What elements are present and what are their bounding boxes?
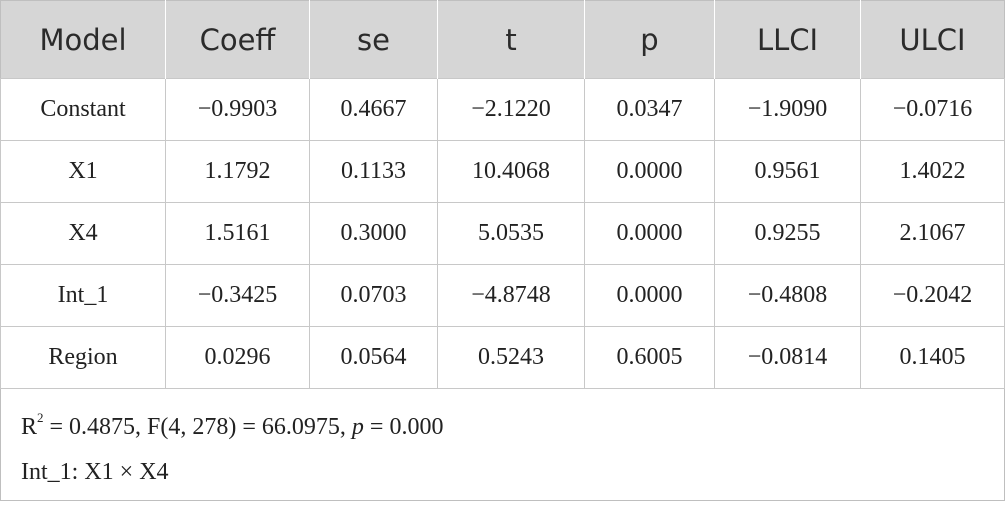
cell: 0.9561 (714, 140, 861, 203)
cell: 0.1133 (309, 140, 438, 203)
footnote-text: Int_1: X1 × X4 (21, 459, 169, 485)
cell: 1.1792 (165, 140, 310, 203)
superscript: 2 (37, 409, 44, 425)
cell: 0.9255 (714, 202, 861, 265)
cell: 0.0000 (584, 202, 715, 265)
column-header: se (309, 0, 438, 79)
cell: 1.5161 (165, 202, 310, 265)
table-row: Int_1 −0.3425 0.0703 −4.8748 0.0000 −0.4808 −0… (0, 264, 1005, 327)
cell: −0.3425 (165, 264, 310, 327)
cell: 0.0703 (309, 264, 438, 327)
row-label: Constant (0, 78, 166, 141)
cell: 2.1067 (860, 202, 1005, 265)
cell: 0.0296 (165, 326, 310, 389)
cell: −0.2042 (860, 264, 1005, 327)
footnote: R2 = 0.4875, F(4, 278) = 66.0975, p = 0.… (1, 389, 1005, 446)
column-header: LLCI (714, 0, 861, 79)
cell: −0.0716 (860, 78, 1005, 141)
cell: −0.4808 (714, 264, 861, 327)
cell: −0.0814 (714, 326, 861, 389)
column-header: Model (0, 0, 166, 79)
cell: −0.9903 (165, 78, 310, 141)
cell: −2.1220 (437, 78, 585, 141)
cell: 1.4022 (860, 140, 1005, 203)
column-header: t (437, 0, 585, 79)
row-label: X1 (0, 140, 166, 203)
row-label: X4 (0, 202, 166, 265)
cell: 0.6005 (584, 326, 715, 389)
note-row: R2 = 0.4875, F(4, 278) = 66.0975, p = 0.… (1, 389, 1005, 446)
row-label: Int_1 (0, 264, 166, 327)
cell: 0.5243 (437, 326, 585, 389)
row-label: Region (0, 326, 166, 389)
column-header: Coeff (165, 0, 310, 79)
cell: 0.0000 (584, 140, 715, 203)
footnote-text: = 0.4875, F(4, 278) = 66.0975, (43, 413, 352, 440)
regression-table: Model Coeff se t p LLCI ULCI Constant −0.9903 0.… (0, 0, 1005, 501)
cell: 0.3000 (309, 202, 438, 265)
column-header: p (584, 0, 715, 79)
cell: 10.4068 (437, 140, 585, 203)
header-row: Model Coeff se t p LLCI ULCI (0, 0, 1005, 79)
note-row: Int_1: X1 × X4 (1, 445, 1005, 501)
table-row: Region 0.0296 0.0564 0.5243 0.6005 −0.0814 0.1… (0, 326, 1005, 389)
cell: 0.1405 (860, 326, 1005, 389)
footnote-text: = 0.000 (363, 413, 444, 440)
table-body: Constant −0.9903 0.4667 −2.1220 0.0347 −1.909… (0, 78, 1005, 501)
footnote-text: p (351, 413, 364, 440)
table-row: X4 1.5161 0.3000 5.0535 0.0000 0.9255 2.1067 (0, 202, 1005, 265)
cell: 0.0347 (584, 78, 715, 141)
footnote-text: R (21, 413, 38, 440)
cell: 0.4667 (309, 78, 438, 141)
cell: 0.0564 (309, 326, 438, 389)
footnote: Int_1: X1 × X4 (1, 445, 1005, 501)
cell: −4.8748 (437, 264, 585, 327)
cell: 5.0535 (437, 202, 585, 265)
table-row: Constant −0.9903 0.4667 −2.1220 0.0347 −1.909… (0, 78, 1005, 141)
cell: −1.9090 (714, 78, 861, 141)
column-header: ULCI (860, 0, 1005, 79)
cell: 0.0000 (584, 264, 715, 327)
table-row: X1 1.1792 0.1133 10.4068 0.0000 0.9561 1.4022 (0, 140, 1005, 203)
